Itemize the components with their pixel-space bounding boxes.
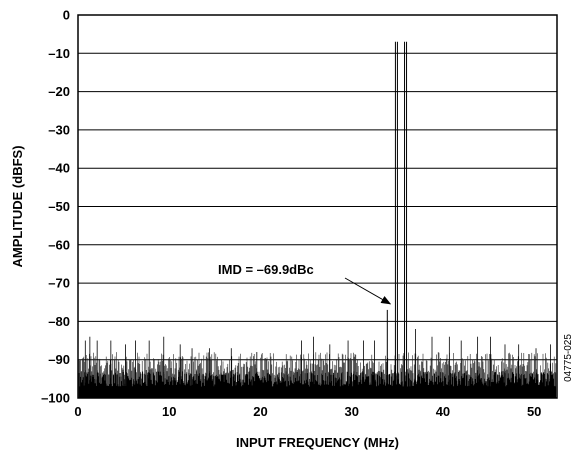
y-tick-label: –50 <box>48 199 70 214</box>
x-tick-label: 10 <box>162 404 176 419</box>
y-tick-label: –100 <box>41 391 70 406</box>
x-tick-label: 0 <box>74 404 81 419</box>
figure-id: 04775-025 <box>563 334 574 382</box>
x-tick-label: 40 <box>436 404 450 419</box>
y-tick-label: –40 <box>48 161 70 176</box>
annotation-arrow <box>344 277 392 305</box>
y-tick-labels: 0 –10 –20 –30 –40 –50 –60 –70 –80 –90 –100 <box>41 8 70 406</box>
y-tick-label: –80 <box>48 314 70 329</box>
x-tick-label: 50 <box>527 404 541 419</box>
plot-frame <box>77 14 558 399</box>
y-tick-label: –70 <box>48 276 70 291</box>
y-tick-label: –60 <box>48 237 70 252</box>
noise-floor <box>78 352 557 398</box>
grid-lines <box>78 52 557 361</box>
x-tick-labels: 0 10 20 30 40 50 <box>74 393 541 419</box>
y-tick-label: –90 <box>48 352 70 367</box>
x-tick-label: 30 <box>344 404 358 419</box>
y-tick-label: 0 <box>63 8 70 23</box>
noise-floor-base <box>78 371 557 398</box>
x-axis-label: INPUT FREQUENCY (MHz) <box>236 435 399 450</box>
y-tick-label: –20 <box>48 84 70 99</box>
x-tick-label: 20 <box>253 404 267 419</box>
spectrum-marks <box>84 41 552 398</box>
y-tick-label: –30 <box>48 122 70 137</box>
imd-annotation: IMD = –69.9dBc <box>218 262 314 277</box>
y-tick-label: –10 <box>48 46 70 61</box>
y-axis-label: AMPLITUDE (dBFS) <box>10 145 25 267</box>
